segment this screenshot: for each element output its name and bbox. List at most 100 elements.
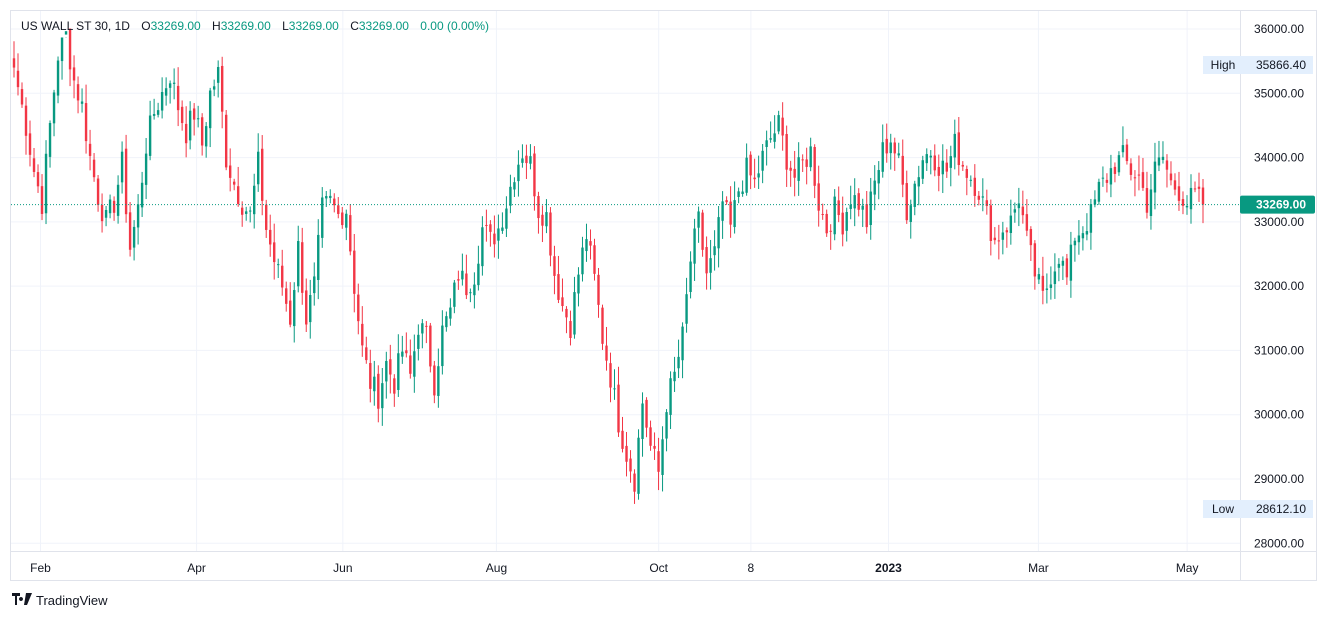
price-tick-label: 30000.00: [1254, 408, 1304, 422]
candle: [1117, 151, 1121, 176]
candle: [453, 279, 456, 314]
chart-frame: [10, 10, 1317, 581]
candle: [1101, 166, 1105, 187]
time-axis[interactable]: Feb Apr Jun Aug Oct 8 2023 Mar May: [30, 561, 1198, 575]
candle: [1085, 213, 1089, 241]
candle: [465, 254, 468, 300]
candle: [417, 324, 420, 361]
candle: [1201, 178, 1205, 224]
time-tick-label: 2023: [875, 561, 902, 575]
candle: [1073, 237, 1077, 262]
candle: [389, 344, 392, 394]
candle: [841, 196, 844, 247]
tradingview-brand[interactable]: TradingView: [12, 593, 108, 608]
candle: [789, 160, 792, 187]
candle: [565, 306, 568, 334]
high-label: H: [212, 19, 221, 33]
candle: [653, 432, 656, 460]
candle: [84, 84, 88, 154]
change-value: 0.00 (0.00%): [420, 19, 489, 33]
candle: [833, 189, 836, 241]
candle: [196, 105, 200, 128]
candle: [1021, 190, 1025, 224]
candle: [649, 420, 652, 451]
candle: [152, 98, 156, 120]
candle: [341, 206, 344, 229]
candle: [513, 177, 516, 198]
candle: [437, 348, 440, 408]
candle: [1185, 195, 1189, 215]
candle: [1113, 162, 1117, 183]
candle: [737, 187, 740, 204]
last-price-badge: [1240, 195, 1315, 214]
candle: [969, 175, 973, 187]
candle: [713, 230, 716, 271]
candle: [164, 77, 168, 106]
candle: [1069, 231, 1073, 298]
candle: [821, 203, 824, 220]
candle: [981, 178, 985, 212]
candle: [313, 262, 316, 306]
symbol-name[interactable]: US WALL ST 30, 1D: [21, 19, 130, 33]
candle: [1193, 181, 1197, 193]
candle: [329, 189, 332, 204]
candle: [116, 175, 120, 224]
candle: [865, 190, 868, 234]
candle: [769, 121, 772, 143]
candle: [92, 153, 96, 182]
candle: [857, 188, 860, 217]
candle: [44, 140, 48, 225]
candle: [941, 144, 944, 194]
price-axis[interactable]: 28000.00 29000.00 30000.00 31000.00 32000.00…: [1240, 22, 1315, 550]
candle: [889, 133, 892, 170]
candle: [1041, 256, 1045, 305]
candle: [281, 249, 284, 296]
candle: [905, 170, 908, 224]
symbol-legend: US WALL ST 30, 1D O33269.00 H33269.00 L3…: [21, 19, 489, 33]
candle: [701, 209, 704, 257]
candle: [1121, 126, 1125, 158]
candle: [933, 144, 936, 177]
candle: [124, 134, 128, 223]
high-marker: High 35866.40: [1203, 56, 1313, 74]
price-tick-label: 36000.00: [1254, 22, 1304, 36]
candle: [601, 304, 604, 350]
price-tick-label: 35000.00: [1254, 86, 1304, 100]
candle: [285, 281, 288, 312]
candle: [485, 209, 488, 242]
candle: [677, 339, 680, 379]
candle: [641, 392, 644, 457]
candle: [553, 245, 556, 295]
candle: [829, 224, 832, 250]
candle: [985, 189, 989, 215]
candle: [293, 282, 296, 343]
candle: [180, 100, 184, 131]
candle: [257, 133, 260, 192]
candle: [1109, 154, 1113, 198]
price-tick-label: 29000.00: [1254, 472, 1304, 486]
candle: [797, 142, 800, 196]
candle: [1033, 240, 1037, 290]
candle: [289, 282, 292, 328]
candle: [681, 322, 684, 379]
candle: [80, 88, 84, 113]
high-value: 33269.00: [220, 19, 271, 33]
candle: [1153, 142, 1157, 210]
candle: [1189, 174, 1193, 224]
candle: [36, 164, 40, 193]
candle: [885, 123, 888, 163]
candle: [825, 209, 828, 237]
candle: [817, 165, 820, 227]
candle: [729, 186, 732, 238]
high-value: 35866.40: [1256, 58, 1306, 72]
candle: [473, 272, 476, 309]
candle: [373, 360, 376, 406]
candle: [665, 409, 668, 452]
candle: [549, 207, 552, 267]
close-value: 33269.00: [358, 19, 409, 33]
candle: [212, 79, 216, 97]
candle: [945, 149, 948, 178]
candle: [333, 193, 336, 213]
candle: [429, 322, 432, 373]
